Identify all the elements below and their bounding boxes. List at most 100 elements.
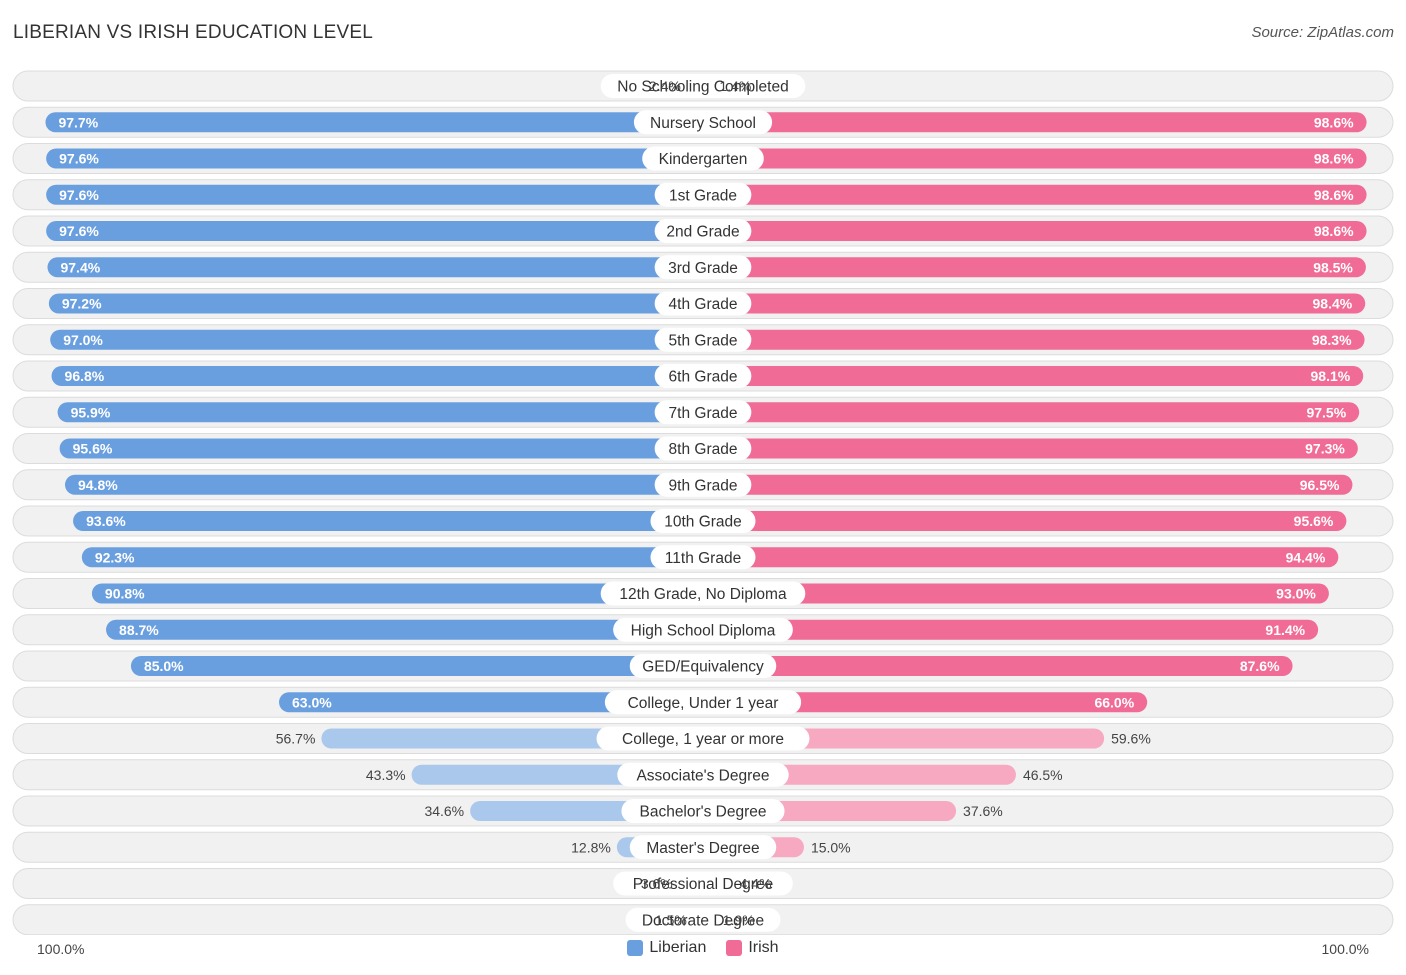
category-label: 1st Grade [669, 187, 737, 204]
legend: Liberian Irish [0, 939, 1406, 957]
category-label-pill [642, 146, 764, 171]
category-label: High School Diploma [631, 622, 776, 639]
bar-irish [703, 257, 1366, 278]
value-label-liberian: 88.7% [119, 622, 159, 638]
value-label-liberian: 97.6% [59, 151, 99, 167]
chart-row: Bachelor's Degree 34.6% 37.6% [12, 795, 1394, 827]
category-label-pill [629, 654, 777, 678]
chart-row: Kindergarten 97.6% 98.6% [12, 143, 1394, 174]
chart-row: Nursery School 97.7% 98.6% [12, 106, 1394, 138]
chart-row: 1st Grade 97.6% 98.6% [12, 179, 1394, 211]
category-label: 12th Grade, No Diploma [619, 586, 787, 603]
value-label-liberian: 43.3% [366, 767, 406, 783]
category-label: 6th Grade [669, 369, 738, 386]
chart-row: 3rd Grade 97.4% 98.5% [12, 251, 1394, 283]
chart-row: 12th Grade, No Diploma 90.8% 93.0% [12, 578, 1394, 609]
bar-irish [703, 619, 1319, 640]
value-label-irish: 98.3% [1312, 332, 1352, 348]
category-label: Associate's Degree [636, 767, 769, 784]
chart-row: 10th Grade 93.6% 95.6% [12, 505, 1394, 537]
bar-liberian [47, 257, 704, 278]
category-label: Nursery School [650, 115, 756, 132]
value-label-irish: 98.5% [1313, 259, 1353, 275]
bar-liberian [91, 583, 703, 604]
bar-irish [703, 511, 1347, 531]
value-label-irish: 87.6% [1240, 658, 1280, 674]
category-label: Kindergarten [659, 151, 748, 168]
value-label-irish: 1.4% [719, 78, 751, 94]
value-label-irish: 98.6% [1314, 223, 1354, 239]
bar-liberian [106, 619, 703, 640]
value-label-irish: 4.4% [740, 876, 772, 892]
category-label-pill [600, 581, 806, 606]
value-label-irish: 1.9% [723, 912, 755, 928]
category-label: Bachelor's Degree [639, 804, 766, 821]
value-label-irish: 37.6% [963, 803, 1003, 819]
value-label-irish: 97.3% [1305, 441, 1345, 457]
bar-irish [703, 692, 1148, 713]
bar-liberian [50, 329, 703, 350]
bar-liberian [46, 221, 704, 241]
category-label-pill [604, 690, 802, 715]
value-label-irish: 95.6% [1294, 513, 1334, 529]
value-label-liberian: 97.7% [58, 114, 98, 130]
value-label-irish: 97.5% [1306, 404, 1346, 420]
bar-liberian [46, 184, 704, 205]
legend-label-liberian: Liberian [649, 939, 707, 956]
category-label-pill [613, 871, 793, 896]
bar-liberian [51, 366, 703, 386]
bar-irish [703, 293, 1366, 314]
category-label-pill [654, 327, 752, 352]
category-label: 2nd Grade [666, 224, 739, 241]
value-label-liberian: 34.6% [424, 803, 464, 819]
bar-liberian [73, 511, 703, 531]
category-label-pill [654, 255, 752, 280]
category-label: 5th Grade [669, 332, 738, 349]
value-label-liberian: 1.5% [655, 912, 687, 928]
category-label-pill [650, 509, 756, 533]
chart-row: 11th Grade 92.3% 94.4% [12, 541, 1394, 573]
value-label-liberian: 90.8% [105, 586, 145, 602]
value-label-irish: 98.6% [1314, 114, 1354, 130]
category-label: Professional Degree [633, 876, 773, 893]
source-credit: Source: ZipAtlas.com [1251, 24, 1394, 41]
bar-irish [703, 329, 1365, 350]
chart-row: College, Under 1 year 63.0% 66.0% [12, 686, 1394, 718]
bar-irish [703, 656, 1293, 676]
bar-liberian [279, 692, 703, 713]
category-label-pill [617, 762, 789, 787]
category-label-pill [654, 182, 752, 207]
category-label: 3rd Grade [668, 260, 738, 277]
legend-item-liberian: Liberian [627, 939, 706, 957]
chart-row: Associate's Degree 43.3% 46.5% [12, 759, 1394, 791]
category-label-pill [650, 545, 756, 570]
bar-liberian [81, 547, 704, 568]
category-label-pill [654, 219, 752, 243]
value-label-liberian: 95.6% [73, 441, 113, 457]
axis-right-label: 100.0% [1321, 941, 1369, 957]
chart-row: Master's Degree 12.8% 15.0% [12, 831, 1394, 863]
axis-left-label: 100.0% [37, 941, 85, 957]
value-label-liberian: 56.7% [276, 731, 316, 747]
value-label-irish: 98.6% [1314, 187, 1354, 203]
value-label-liberian: 3.6% [641, 876, 673, 892]
category-label: College, Under 1 year [628, 695, 779, 712]
category-label: Doctorate Degree [642, 912, 764, 929]
legend-swatch-liberian [627, 940, 644, 956]
category-label-pill [629, 835, 777, 860]
chart-row: 8th Grade 95.6% 97.3% [12, 433, 1394, 464]
value-label-irish: 15.0% [811, 839, 851, 855]
category-label-pill [654, 364, 752, 388]
category-label: 11th Grade [665, 550, 741, 567]
category-label: 9th Grade [669, 477, 738, 494]
value-label-liberian: 2.4% [649, 78, 681, 94]
value-label-irish: 96.5% [1300, 477, 1340, 493]
chart-row: 2nd Grade 97.6% 98.6% [12, 215, 1394, 247]
value-label-liberian: 94.8% [78, 477, 118, 493]
category-label-pill [654, 400, 752, 425]
value-label-irish: 46.5% [1023, 767, 1063, 783]
value-label-irish: 98.4% [1313, 296, 1353, 312]
bar-irish [703, 402, 1360, 423]
bar-liberian [46, 148, 704, 169]
